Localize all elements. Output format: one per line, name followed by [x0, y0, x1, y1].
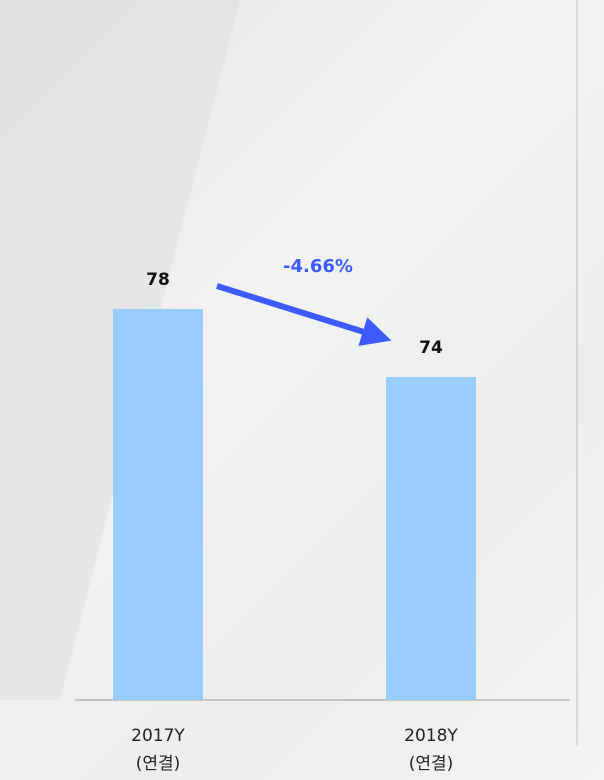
bar [386, 377, 476, 700]
data-label: 74 [419, 338, 443, 358]
x-tick-label: 2017Y (연결) [98, 722, 218, 778]
x-tick-label: 2018Y (연결) [371, 722, 491, 778]
trend-arrow [217, 286, 380, 337]
data-label: 78 [146, 270, 170, 290]
annotation: -4.66% [283, 256, 353, 277]
bar [113, 309, 203, 700]
page: 78 74 -4.66% 2017Y (연결) 2018Y (연결) [0, 0, 604, 780]
chart: 78 74 -4.66% [0, 0, 604, 780]
